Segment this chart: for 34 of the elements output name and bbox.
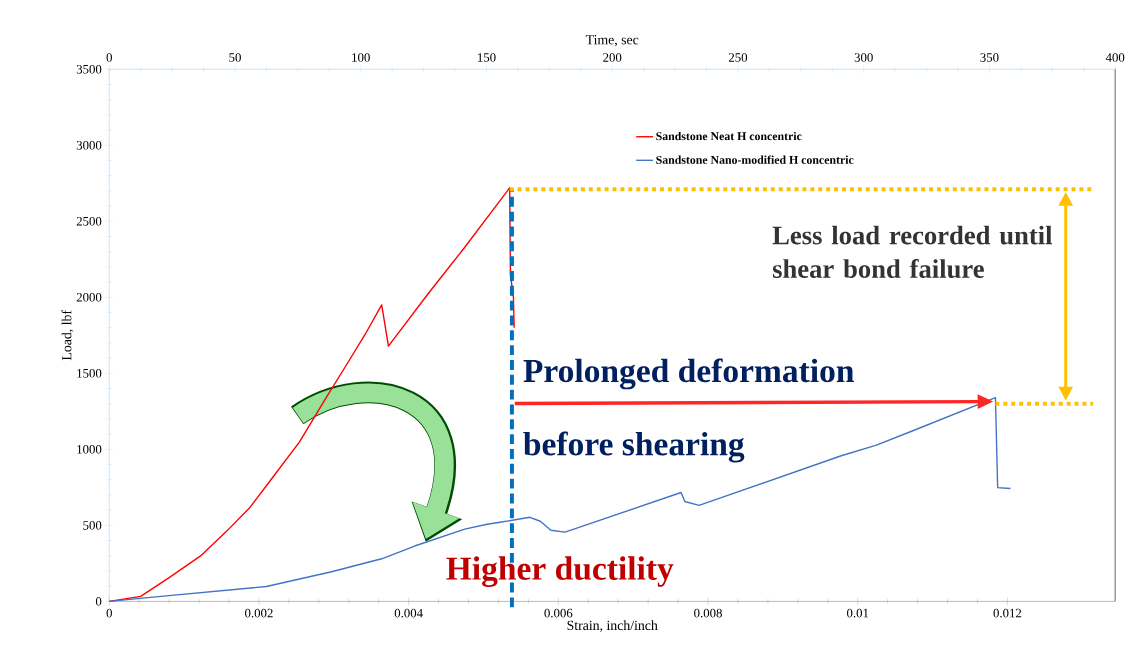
x-tick-label: 0.006 — [544, 608, 573, 618]
y-tick-label: 500 — [83, 521, 102, 530]
x-tick-label: 0.012 — [993, 608, 1022, 618]
legend-label: Sandstone Nano-modified H concentric — [656, 155, 854, 165]
y-tick-label: 1500 — [77, 369, 102, 378]
x2-tick-label: 0 — [106, 53, 112, 62]
x-axis-title: Strain, inch/inch — [567, 620, 658, 633]
x-tick-label: 0.004 — [394, 608, 423, 618]
x2-tick-label: 350 — [980, 53, 999, 62]
x-tick-label: 0.002 — [245, 608, 273, 618]
x2-tick-label: 50 — [229, 53, 241, 62]
y-tick-label: 1000 — [77, 445, 102, 454]
x2-tick-label: 100 — [352, 53, 370, 62]
x2-tick-label: 300 — [854, 53, 873, 62]
y-tick-label: 3000 — [76, 141, 102, 150]
y-tick-label: 2500 — [76, 217, 102, 226]
legend-label: Sandstone Neat H concentric — [656, 132, 802, 141]
x2-tick-label: 200 — [603, 53, 622, 62]
x-tick-label: 0.008 — [694, 608, 722, 618]
line-series — [108, 397, 1012, 603]
y-tick-label: 0 — [95, 597, 102, 606]
annotation: Prolonged deformation — [523, 358, 854, 390]
annotation: Less load recorded until shear bond failure — [772, 225, 1053, 279]
y-axis-title: Load, lbf — [61, 310, 74, 361]
y-tick-label: 3500 — [76, 65, 102, 74]
x-tick-label: 0.01 — [847, 608, 869, 618]
x2-tick-label: 400 — [1105, 53, 1125, 62]
annotation: before shearing — [523, 431, 745, 463]
annotation: Higher ductility — [446, 556, 674, 588]
x2-axis-title: Time, sec — [585, 35, 639, 47]
x2-tick-label: 250 — [728, 53, 748, 62]
y-tick-label: 2000 — [76, 293, 102, 302]
x-tick-label: 0 — [106, 608, 112, 618]
x2-tick-label: 150 — [478, 53, 496, 62]
